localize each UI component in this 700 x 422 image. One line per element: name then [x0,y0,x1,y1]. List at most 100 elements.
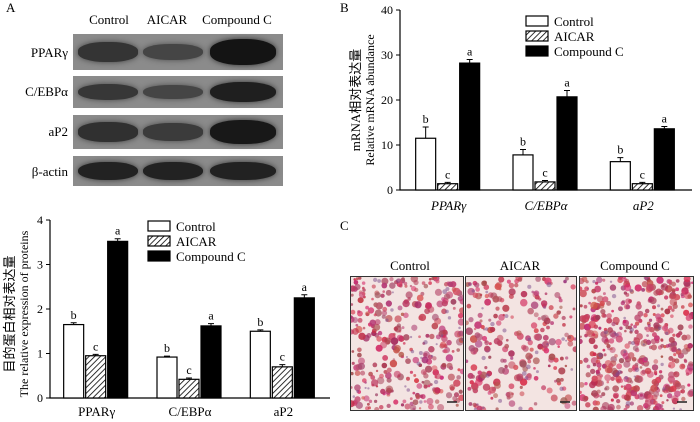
nucleus [561,337,565,341]
stained-cell [687,294,692,299]
stained-cell [681,347,689,355]
stained-cell [366,402,370,406]
significance-letter: b [617,143,623,157]
stained-cell [472,402,477,408]
error-bar [114,238,121,242]
stained-cell [351,371,354,376]
stained-cell [371,284,376,289]
nucleus [629,327,635,332]
stained-cell [436,300,444,308]
stained-cell [373,399,378,404]
stained-cell [564,364,568,368]
stained-cell [583,304,588,309]
stained-cell [528,406,534,410]
stained-cell [671,288,676,293]
legend-label: Compound C [554,44,624,59]
stained-cell [425,302,433,309]
stained-cell [351,315,353,319]
stained-cell [668,371,675,379]
stained-cell [565,277,569,281]
stained-cell [409,284,413,288]
stained-cell [533,333,540,341]
stained-cell [498,366,505,374]
stained-cell [668,355,674,361]
stained-cell [473,351,476,354]
nucleus [445,286,450,291]
stained-cell [580,338,583,345]
nucleus [652,408,656,410]
stained-cell [357,297,364,304]
stained-cell [554,379,557,383]
stained-cell [533,375,539,381]
stained-cell [590,368,596,375]
stained-cell [634,377,640,383]
nucleus [526,364,531,370]
stained-cell [588,320,596,329]
stained-cell [553,366,558,370]
stained-cell [601,392,606,397]
stained-cell [459,307,463,314]
y-tick-label: 1 [37,347,43,361]
stained-cell [639,366,643,369]
micrograph-label-control: Control [390,258,430,273]
stained-cell [506,279,511,284]
stained-cell [414,378,420,384]
stained-cell [493,313,498,319]
nucleus [617,369,622,375]
stained-cell [351,386,353,389]
stained-cell [526,356,531,361]
nucleus [623,316,626,320]
stained-cell [428,281,432,285]
stained-cell [428,277,432,281]
stained-cell [493,338,501,345]
nucleus [416,361,421,366]
stained-cell [594,285,602,293]
stained-cell [591,375,598,382]
stained-cell [367,406,371,410]
stained-cell [390,337,399,345]
stained-cell [508,400,516,407]
stained-cell [580,286,583,292]
stained-cell [482,328,486,331]
significance-letter: a [564,76,570,90]
nucleus [615,332,619,337]
nucleus [404,385,407,388]
stained-cell [557,310,562,314]
stained-cell [679,363,686,370]
stained-cell [655,313,662,320]
nucleus [405,355,408,359]
stained-cell [508,282,515,289]
stained-cell [495,407,499,410]
stained-cell [596,356,600,360]
stained-cell [386,367,392,373]
stained-cell [452,395,458,401]
nucleus [660,362,664,367]
nucleus [630,340,636,346]
stained-cell [533,367,536,370]
stained-cell [441,308,447,315]
stained-cell [484,366,488,370]
nucleus [546,282,552,288]
stained-cell [572,307,576,311]
stained-cell [547,364,551,368]
stained-cell [667,305,673,310]
stained-cell [572,346,576,353]
stained-cell [414,301,422,309]
stained-cell [635,303,642,310]
panel-label-a: A [6,0,16,15]
blot-band [78,122,138,142]
stained-cell [386,403,391,409]
stained-cell [595,369,600,374]
stained-cell [431,313,439,321]
stained-cell [455,403,459,407]
stained-cell [625,304,631,310]
stained-cell [607,403,615,410]
nucleus [565,339,568,342]
stained-cell [369,319,376,326]
stained-cell [519,378,528,386]
legend-label: AICAR [176,234,217,249]
stained-cell [352,317,358,323]
stained-cell [618,378,624,383]
stained-cell [409,370,414,374]
stained-cell [508,288,516,296]
